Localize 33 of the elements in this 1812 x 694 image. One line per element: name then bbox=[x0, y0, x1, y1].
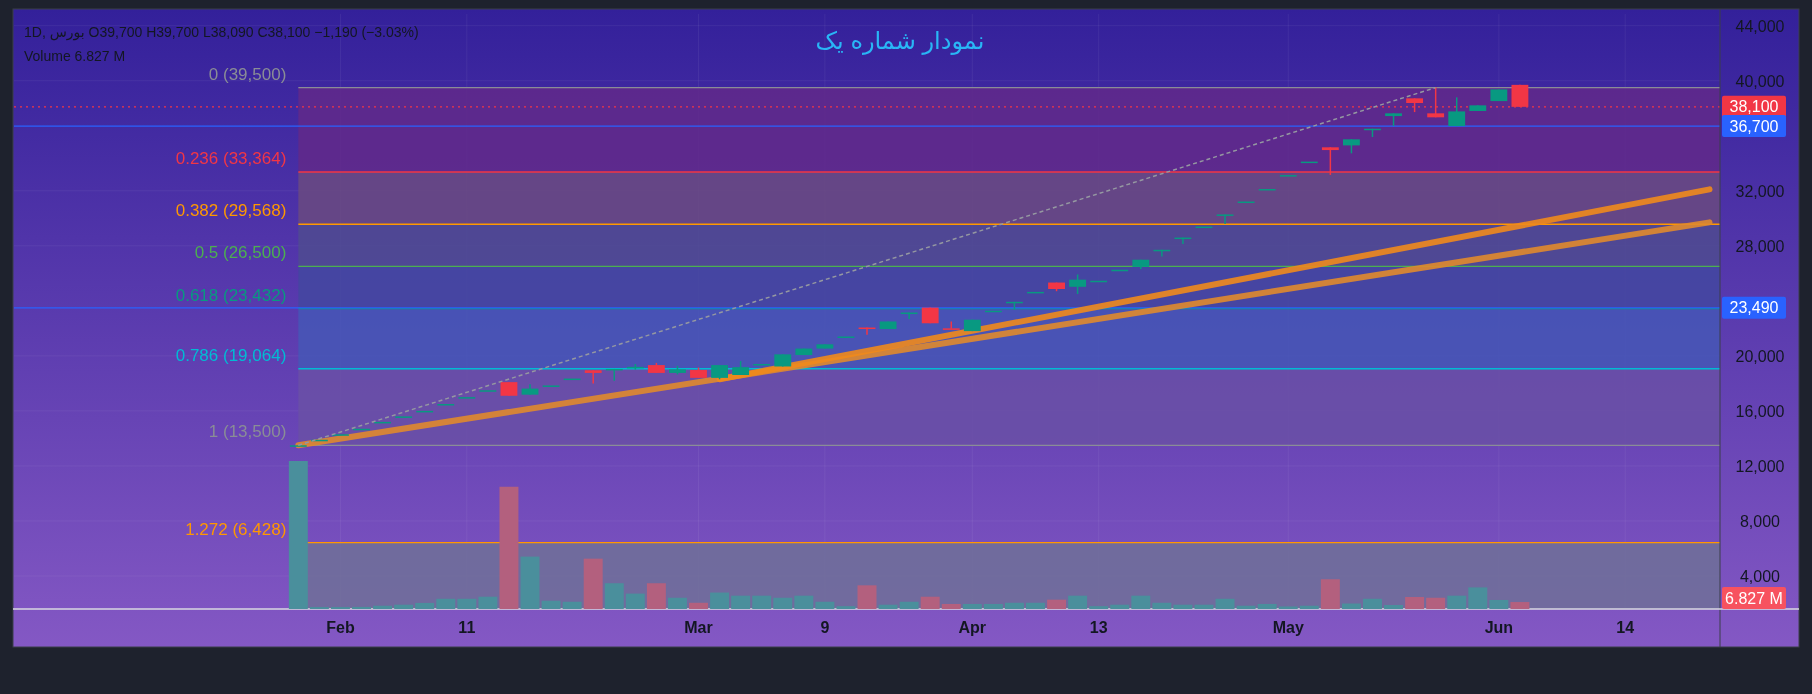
y-tick-label: 12,000 bbox=[1735, 457, 1785, 475]
ref-line-label: 0.236 (33,364) bbox=[175, 149, 287, 169]
text: 1D, بورس O39,700 H39,700 L38,090 C38,100 −1,190 (−3.03%) bbox=[24, 24, 419, 41]
x-tick-label: 11 bbox=[458, 619, 476, 636]
x-tick-label: May bbox=[1272, 619, 1304, 636]
ref-line-label: 36,700 bbox=[1729, 117, 1779, 135]
annotation: Volume 6.827 M bbox=[24, 48, 126, 64]
ref-line-label: 0.5 (26,500) bbox=[194, 243, 287, 263]
y-tick-label: 28,000 bbox=[1735, 237, 1785, 255]
x-tick-label: Feb bbox=[326, 619, 355, 636]
ref-line-label: 1.272 (6,428) bbox=[185, 519, 287, 539]
x-tick-label: Jun bbox=[1484, 619, 1514, 636]
y-tick-label: 20,000 bbox=[1735, 347, 1785, 365]
y-tick-label: 44,000 bbox=[1735, 17, 1785, 35]
ref-line-label: 1 (13,500) bbox=[208, 422, 287, 442]
x-tick-label: 9 bbox=[820, 619, 830, 636]
ref-line-label: 0.618 (23,432) bbox=[175, 285, 287, 305]
y-tick-label: 8,000 bbox=[1739, 512, 1781, 530]
y-tick-label: 4,000 bbox=[1739, 567, 1781, 585]
ref-line-label: 0.786 (19,064) bbox=[175, 345, 287, 365]
ref-line-label: 0.382 (29,568) bbox=[175, 201, 287, 221]
y-tick-label: 32,000 bbox=[1735, 182, 1785, 200]
y-tick-label: 16,000 bbox=[1735, 402, 1785, 420]
y-tick-label: 40,000 bbox=[1735, 72, 1785, 90]
x-tick-label: Apr bbox=[958, 619, 987, 636]
ref-line-label: 0 (39,500) bbox=[208, 64, 287, 84]
x-tick-label: 13 bbox=[1089, 619, 1108, 636]
x-tick-label: Mar bbox=[684, 619, 713, 636]
x-tick-label: 14 bbox=[1616, 619, 1635, 636]
text: 6.827 M bbox=[1725, 589, 1783, 607]
ref-line-label: 38,100 bbox=[1729, 98, 1779, 116]
text: نمودار شماره یک bbox=[815, 27, 985, 55]
ref-line-label: 23,490 bbox=[1729, 299, 1779, 317]
